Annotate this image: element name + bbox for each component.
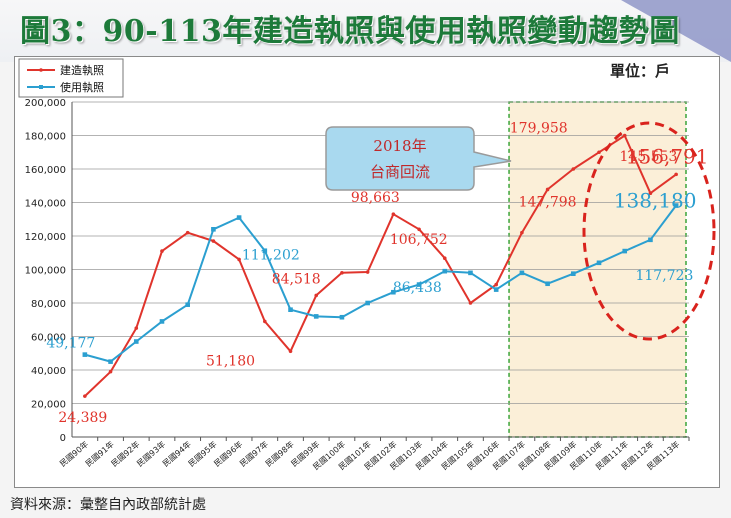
construction-point: [648, 191, 653, 195]
trend-chart: 0 20,000 40,000 60,000 80,000 100,000 120,000 1…: [18, 58, 716, 472]
construction-point: [622, 133, 627, 138]
construction-point: [211, 239, 216, 243]
data-label-usage: 111,202: [242, 248, 300, 264]
callout-bubble: [325, 126, 512, 191]
usage-point: [493, 287, 499, 292]
legend-usage-marker: [39, 85, 43, 89]
legend-usage-label: 使用執照: [60, 81, 104, 94]
construction-point: [417, 227, 421, 232]
source-note: 資料來源：彙整自內政部統計處: [10, 497, 206, 513]
construction-point: [391, 212, 396, 217]
usage-point: [365, 300, 370, 306]
y-tick-label: 20,000: [31, 400, 66, 411]
construction-point: [340, 271, 344, 275]
annotation-layer: 24,389 49,177 51,180 84,518 111,202 98,663 86,…: [46, 121, 708, 427]
data-label-construction: 106,752: [390, 232, 448, 248]
data-label-usage: 86,438: [393, 280, 442, 296]
corner-decoration: [621, 0, 731, 62]
construction-point: [108, 369, 113, 374]
legend: 建造執照 使用執照: [18, 58, 124, 98]
usage-point: [416, 282, 422, 287]
data-label-construction: 145,553: [619, 149, 677, 165]
title-band: [0, 0, 731, 62]
focus-ellipse: [582, 121, 716, 341]
construction-point: [134, 326, 139, 330]
construction-point: [83, 394, 87, 398]
usage-point: [391, 289, 396, 295]
construction-point: [263, 319, 267, 324]
y-tick-label: 120,000: [25, 232, 66, 243]
usage-point: [339, 314, 345, 320]
data-label-usage: 138,180: [614, 189, 697, 213]
callout-line1: 2018年: [373, 137, 426, 155]
focus-ellipse-layer: [582, 121, 716, 341]
usage-point: [468, 270, 473, 276]
usage-point: [673, 203, 679, 208]
chart-panel: 0 20,000 40,000 60,000 80,000 100,000 120,000 1…: [14, 56, 720, 488]
page-title: 圖3：90-113年建造執照與使用執照變動趨勢圖: [20, 14, 680, 49]
construction-point: [288, 349, 293, 354]
construction-point: [160, 249, 164, 253]
construction-point: [314, 293, 319, 298]
construction-point: [237, 257, 241, 262]
data-label-usage: 117,723: [635, 268, 693, 284]
usage-point: [133, 339, 139, 344]
usage-point: [211, 227, 216, 232]
usage-point: [82, 352, 88, 357]
usage-point: [159, 319, 165, 324]
unit-label: 單位：戶: [610, 62, 670, 80]
data-label-construction: 179,958: [510, 121, 568, 137]
callout-layer: 2018年 台商回流: [325, 126, 512, 191]
usage-point: [545, 281, 550, 287]
usage-point: [262, 248, 268, 254]
y-tick-label: 40,000: [31, 366, 66, 377]
construction-point: [520, 230, 524, 235]
construction-point: [494, 282, 498, 287]
data-label-construction: 84,518: [272, 271, 321, 287]
construction-point: [185, 230, 190, 235]
y-tick-label: 80,000: [31, 299, 66, 310]
usage-point: [571, 271, 576, 276]
y-tick-label: 100,000: [25, 266, 66, 277]
data-label-construction: 24,389: [58, 410, 107, 426]
y-tick-label: 200,000: [25, 98, 66, 109]
data-label-usage: 49,177: [46, 336, 95, 352]
data-label-construction: 98,663: [351, 190, 400, 206]
usage-point: [622, 248, 628, 254]
usage-point: [185, 302, 190, 307]
usage-point: [288, 307, 293, 312]
usage-point: [596, 260, 602, 266]
construction-series-line: [84, 134, 677, 397]
y-tick-label: 160,000: [25, 165, 66, 176]
y-tick-label: 0: [60, 433, 66, 444]
usage-series-line: [84, 204, 677, 363]
construction-point: [545, 187, 550, 192]
y-tick-label: 180,000: [25, 132, 66, 143]
data-label-construction: 51,180: [206, 353, 255, 369]
legend-box: [18, 58, 124, 98]
construction-point: [571, 167, 576, 171]
data-label-construction: 147,798: [519, 194, 577, 210]
usage-point: [313, 314, 319, 319]
y-tick-label: 140,000: [25, 199, 66, 210]
construction-point: [468, 301, 473, 305]
y-tick-label: 60,000: [31, 333, 66, 344]
construction-point: [442, 256, 447, 260]
legend-construction-marker: [39, 68, 43, 72]
callout-line2: 台商回流: [370, 163, 430, 181]
construction-point: [674, 172, 678, 177]
usage-point: [442, 268, 448, 274]
usage-point: [236, 215, 242, 220]
usage-point: [108, 359, 113, 364]
construction-point: [365, 270, 370, 274]
series-layer: [82, 133, 679, 398]
usage-point: [519, 270, 525, 276]
construction-point: [597, 150, 601, 155]
legend-construction-label: 建造執照: [60, 63, 104, 77]
usage-point: [648, 237, 653, 243]
